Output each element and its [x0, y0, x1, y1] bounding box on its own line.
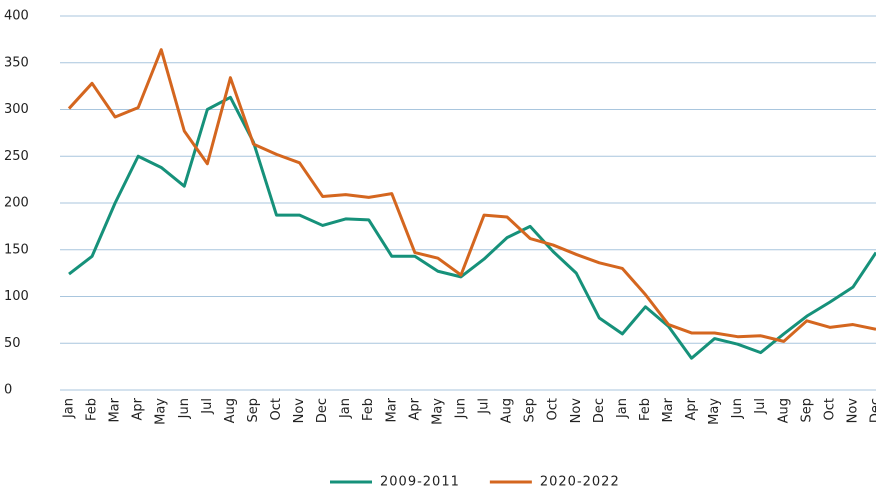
legend-label: 2009-2011	[380, 475, 460, 490]
x-tick-label: Mar	[108, 397, 123, 422]
x-tick-label: Aug	[500, 398, 515, 423]
x-tick-label: Sep	[246, 398, 261, 423]
x-tick-label: Oct	[269, 398, 284, 420]
x-tick-label: Jan	[338, 398, 353, 419]
x-tick-label: Mar	[661, 397, 676, 422]
x-tick-label: Nov	[569, 398, 584, 424]
x-tick-label: Mar	[384, 397, 399, 422]
x-tick-label: Jan	[615, 398, 630, 419]
x-tick-label: Dec	[869, 398, 876, 423]
x-tick-label: May	[707, 398, 722, 425]
x-tick-label: Jul	[753, 398, 768, 415]
y-tick-label: 100	[4, 289, 29, 304]
y-tick-label: 300	[4, 102, 29, 117]
y-tick-label: 400	[4, 9, 29, 24]
x-tick-label: May	[430, 398, 445, 425]
x-tick-label: Jul	[200, 398, 215, 415]
x-tick-label: Sep	[799, 398, 814, 423]
x-tick-label: Dec	[315, 398, 330, 423]
x-tick-label: Jan	[62, 398, 77, 419]
x-tick-label: Nov	[292, 398, 307, 424]
x-tick-label: Sep	[523, 398, 538, 423]
x-tick-label: Oct	[822, 398, 837, 420]
x-tick-label: Nov	[845, 398, 860, 424]
x-tick-label: Jun	[177, 398, 192, 419]
x-tick-label: Feb	[361, 398, 376, 421]
x-tick-label: Feb	[638, 398, 653, 421]
x-tick-label: Apr	[407, 397, 422, 420]
x-tick-label: Oct	[546, 398, 561, 420]
x-tick-label: Apr	[131, 397, 146, 420]
series-line	[67, 48, 876, 343]
x-tick-label: Jun	[453, 398, 468, 419]
y-tick-label: 0	[4, 383, 12, 398]
y-tick-label: 350	[4, 55, 29, 70]
y-tick-label: 200	[4, 196, 29, 211]
x-tick-label: Feb	[85, 398, 100, 421]
x-tick-label: Apr	[684, 397, 699, 420]
x-tick-label: Aug	[223, 398, 238, 423]
x-tick-label: May	[154, 398, 169, 425]
x-tick-label: Jul	[477, 398, 492, 415]
y-tick-label: 250	[4, 149, 29, 164]
series-line	[68, 95, 876, 360]
y-tick-label: 50	[4, 336, 21, 351]
x-tick-label: Aug	[776, 398, 791, 423]
x-tick-label: Dec	[592, 398, 607, 423]
y-tick-label: 150	[4, 242, 29, 257]
legend-label: 2020-2022	[540, 475, 620, 490]
x-tick-label: Jun	[730, 398, 745, 419]
